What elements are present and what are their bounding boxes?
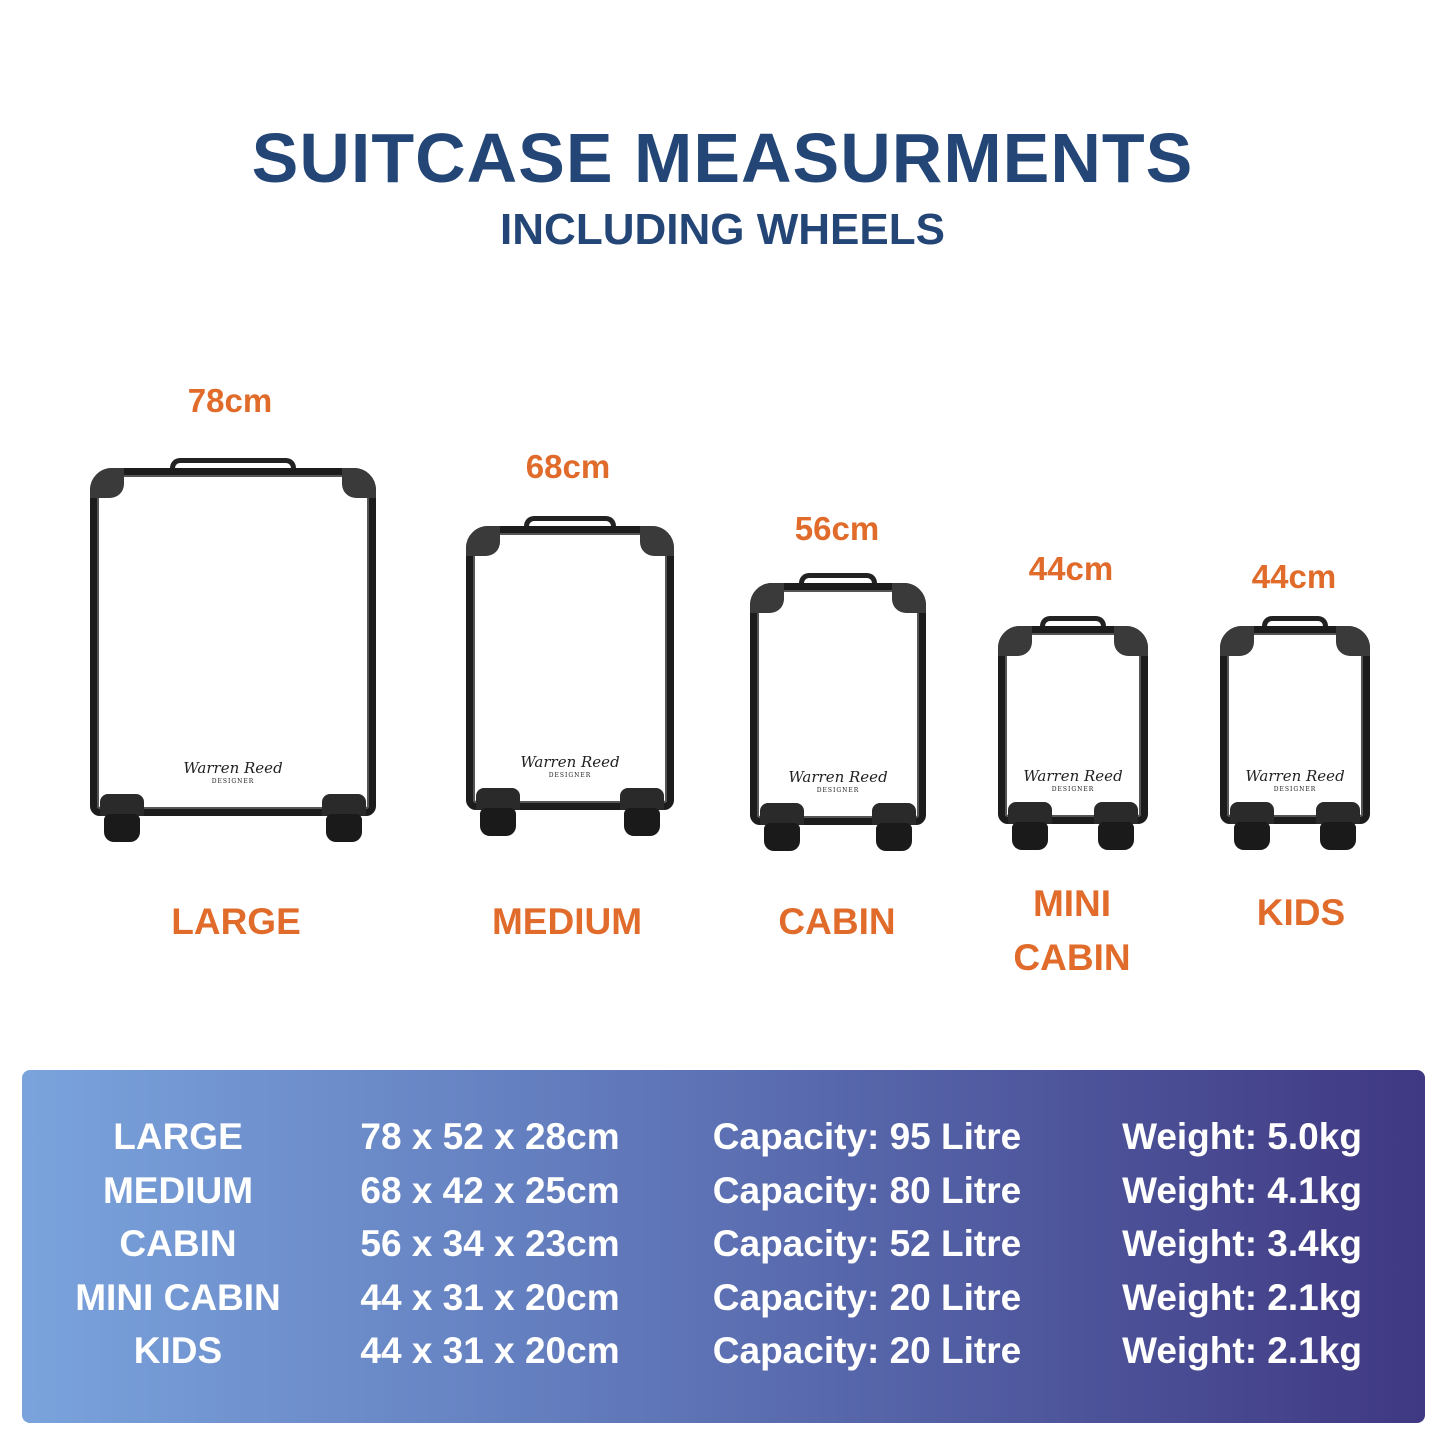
brand-logo: Warren Reed DESIGNER <box>520 753 620 780</box>
wheel-icon <box>876 823 912 851</box>
table-row: LARGE 78 x 52 x 28cm Capacity: 95 Litre … <box>22 1110 1425 1164</box>
weight-cell: Weight: 2.1kg <box>1122 1277 1362 1318</box>
dimensions-cell: 78 x 52 x 28cm <box>360 1116 620 1157</box>
wheel-icon <box>326 814 362 842</box>
wheel-icon <box>104 814 140 842</box>
suitcase-cabin: Warren Reed DESIGNER <box>750 573 926 851</box>
height-label-mini-cabin: 44cm <box>1028 550 1114 587</box>
shell <box>90 468 376 816</box>
height-label-cabin: 56cm <box>794 510 880 547</box>
size-label-cabin: CABIN <box>778 901 896 942</box>
wheel-icon <box>1012 822 1048 850</box>
size-cell: MINI CABIN <box>75 1277 281 1318</box>
page-title: SUITCASE MEASURMENTS <box>251 119 1194 197</box>
suitcase-large: Warren Reed DESIGNER <box>90 458 376 842</box>
table-row: MINI CABIN 44 x 31 x 20cm Capacity: 20 L… <box>22 1271 1425 1325</box>
handle <box>170 458 296 477</box>
table-row: CABIN 56 x 34 x 23cm Capacity: 52 Litre … <box>22 1217 1425 1271</box>
wheel-icon <box>764 823 800 851</box>
height-label-medium: 68cm <box>525 448 611 485</box>
dimensions-cell: 56 x 34 x 23cm <box>360 1223 620 1264</box>
weight-cell: Weight: 2.1kg <box>1122 1330 1362 1371</box>
spec-table: LARGE 78 x 52 x 28cm Capacity: 95 Litre … <box>22 1070 1425 1423</box>
weight-cell: Weight: 4.1kg <box>1122 1170 1362 1211</box>
size-cell: KIDS <box>133 1330 223 1371</box>
wheel-icon <box>1320 822 1356 850</box>
height-label-large: 78cm <box>187 382 273 419</box>
weight-cell: Weight: 3.4kg <box>1122 1223 1362 1264</box>
table-row: MEDIUM 68 x 42 x 25cm Capacity: 80 Litre… <box>22 1164 1425 1218</box>
capacity-cell: Capacity: 80 Litre <box>712 1170 1022 1211</box>
wheel-icon <box>624 808 660 836</box>
wheel-icon <box>1098 822 1134 850</box>
capacity-cell: Capacity: 20 Litre <box>712 1330 1022 1371</box>
suitcase-mini-cabin: Warren Reed DESIGNER <box>998 616 1148 850</box>
weight-cell: Weight: 5.0kg <box>1122 1116 1362 1157</box>
size-cell: MEDIUM <box>102 1170 254 1211</box>
size-cell: CABIN <box>119 1223 237 1264</box>
wheel-icon <box>1234 822 1270 850</box>
table-row: KIDS 44 x 31 x 20cm Capacity: 20 Litre W… <box>22 1324 1425 1378</box>
wheel-icon <box>480 808 516 836</box>
capacity-cell: Capacity: 52 Litre <box>712 1223 1022 1264</box>
size-label-kids: KIDS <box>1256 892 1346 933</box>
suitcase-kids: Warren Reed DESIGNER <box>1220 616 1370 850</box>
dimensions-cell: 44 x 31 x 20cm <box>360 1330 620 1371</box>
brand-logo: Warren Reed DESIGNER <box>1245 767 1345 794</box>
size-label-large: LARGE <box>171 901 301 942</box>
size-label-medium: MEDIUM <box>491 901 643 942</box>
dimensions-cell: 68 x 42 x 25cm <box>360 1170 620 1211</box>
size-label-mini-cabin: MINI CABIN <box>1013 883 1131 978</box>
capacity-cell: Capacity: 20 Litre <box>712 1277 1022 1318</box>
size-cell: LARGE <box>113 1116 243 1157</box>
brand-logo: Warren Reed DESIGNER <box>788 768 888 795</box>
dimensions-cell: 44 x 31 x 20cm <box>360 1277 620 1318</box>
capacity-cell: Capacity: 95 Litre <box>712 1116 1022 1157</box>
page-subtitle: INCLUDING WHEELS <box>500 205 945 254</box>
height-label-kids: 44cm <box>1251 558 1337 595</box>
suitcase-medium: Warren Reed DESIGNER <box>466 516 674 836</box>
brand-logo: Warren Reed DESIGNER <box>183 759 283 786</box>
brand-logo: Warren Reed DESIGNER <box>1023 767 1123 794</box>
